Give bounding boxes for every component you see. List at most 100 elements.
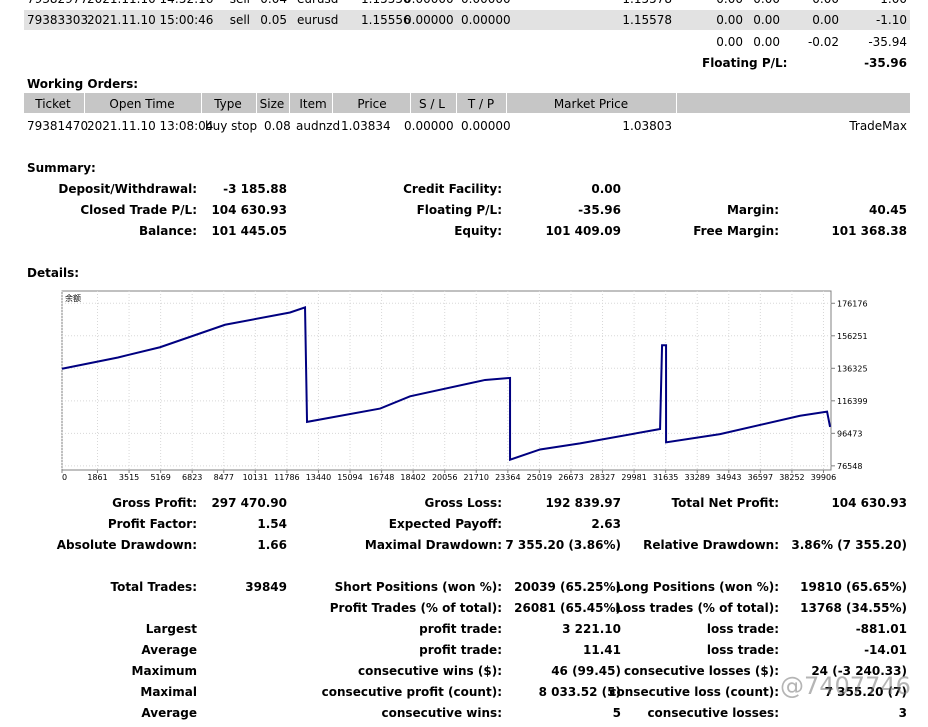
summary-cell: 101 445.05 bbox=[211, 224, 287, 238]
summary-cell: Floating P/L: bbox=[416, 203, 502, 217]
total-cell: 0.00 bbox=[716, 35, 743, 49]
stat-cell: Profit Trades (% of total): bbox=[329, 601, 502, 615]
summary-cell: 101 368.38 bbox=[831, 224, 907, 238]
column-header: S / L bbox=[419, 97, 445, 111]
stat-cell: Average bbox=[141, 706, 197, 720]
y-tick-label: 76548 bbox=[837, 462, 862, 471]
stat-cell: consecutive wins ($): bbox=[357, 664, 502, 678]
header-bar bbox=[24, 93, 910, 113]
stat-cell: loss trade: bbox=[706, 643, 779, 657]
order-cell: TradeMax bbox=[849, 119, 907, 133]
total-cell: 0.00 bbox=[753, 35, 780, 49]
stat-cell: consecutive profit (count): bbox=[321, 685, 502, 699]
stat-cell: 104 630.93 bbox=[831, 496, 907, 510]
stat-cell: Absolute Drawdown: bbox=[56, 538, 197, 552]
x-tick-label: 38252 bbox=[779, 473, 804, 482]
position-cell: sell bbox=[229, 13, 250, 27]
position-cell: eurusd bbox=[297, 13, 339, 27]
watermark: @7407746 bbox=[780, 672, 911, 700]
x-tick-label: 1861 bbox=[87, 473, 107, 482]
position-cell: 1.15578 bbox=[622, 0, 672, 6]
stat-cell: 20039 (65.25%) bbox=[514, 580, 621, 594]
summary-cell: Equity: bbox=[454, 224, 502, 238]
stat-cell: Short Positions (won %): bbox=[334, 580, 502, 594]
stat-cell: 13768 (34.55%) bbox=[800, 601, 907, 615]
order-cell: 0.08 bbox=[264, 119, 291, 133]
y-tick-label: 116399 bbox=[837, 397, 868, 406]
section-title: Details: bbox=[27, 266, 80, 280]
stat-cell: 8 033.52 (5) bbox=[538, 685, 621, 699]
header-separator bbox=[456, 93, 457, 113]
summary-cell: -35.96 bbox=[578, 203, 621, 217]
position-cell: 0.00000 bbox=[461, 0, 511, 6]
stat-cell: Maximum bbox=[131, 664, 197, 678]
stat-cell: 192 839.97 bbox=[545, 496, 621, 510]
stat-cell: 1.66 bbox=[257, 538, 287, 552]
header-separator bbox=[506, 93, 507, 113]
total-cell: -0.02 bbox=[807, 35, 839, 49]
x-tick-label: 23364 bbox=[495, 473, 520, 482]
position-cell: 79383303 bbox=[27, 13, 89, 27]
column-header: T / P bbox=[467, 97, 495, 111]
order-cell: 2021.11.10 13:08:04 bbox=[87, 119, 214, 133]
stat-cell: Average bbox=[141, 643, 197, 657]
plot-frame bbox=[61, 290, 832, 471]
x-tick-label: 29981 bbox=[621, 473, 646, 482]
y-tick-label: 156251 bbox=[837, 332, 868, 341]
position-cell: 0.00000 bbox=[404, 13, 454, 27]
summary-cell: 101 409.09 bbox=[545, 224, 621, 238]
x-tick-label: 21710 bbox=[464, 473, 489, 482]
stat-cell: consecutive losses ($): bbox=[623, 664, 779, 678]
floating-label: Floating P/L: bbox=[702, 56, 788, 70]
stat-cell: 24 (-3 240.33) bbox=[811, 664, 907, 678]
header-separator bbox=[289, 93, 290, 113]
stat-cell: Loss trades (% of total): bbox=[615, 601, 779, 615]
floating-value: -35.96 bbox=[864, 56, 907, 70]
position-cell: 1.15550 bbox=[361, 0, 411, 6]
stat-cell: -881.01 bbox=[855, 622, 907, 636]
summary-cell: Margin: bbox=[726, 203, 779, 217]
stat-cell: 5 bbox=[612, 706, 621, 720]
summary-cell: Credit Facility: bbox=[403, 182, 502, 196]
stat-cell: 3.86% (7 355.20) bbox=[791, 538, 907, 552]
position-cell: 1.15556 bbox=[361, 13, 411, 27]
summary-cell: Balance: bbox=[138, 224, 197, 238]
x-tick-label: 26673 bbox=[558, 473, 583, 482]
x-tick-label: 3515 bbox=[119, 473, 139, 482]
column-header: Size bbox=[259, 97, 285, 111]
position-cell: 2021.11.10 15:00:46 bbox=[87, 13, 214, 27]
column-header: Price bbox=[357, 97, 387, 111]
position-cell: 0.00000 bbox=[404, 0, 454, 6]
stat-cell: 26081 (65.45%) bbox=[514, 601, 621, 615]
stat-cell: 11.41 bbox=[583, 643, 621, 657]
summary-cell: -3 185.88 bbox=[223, 182, 287, 196]
x-tick-label: 39906 bbox=[811, 473, 836, 482]
stat-cell: 1.54 bbox=[257, 517, 287, 531]
x-tick-label: 36597 bbox=[748, 473, 773, 482]
y-tick-label: 176176 bbox=[837, 299, 868, 308]
stat-cell: Total Trades: bbox=[110, 580, 197, 594]
header-separator bbox=[332, 93, 333, 113]
stat-cell: Relative Drawdown: bbox=[643, 538, 779, 552]
order-cell: buy stop bbox=[205, 119, 258, 133]
column-header: Open Time bbox=[109, 97, 175, 111]
stat-cell: profit trade: bbox=[419, 643, 502, 657]
summary-cell: 104 630.93 bbox=[211, 203, 287, 217]
header-separator bbox=[256, 93, 257, 113]
x-tick-label: 18402 bbox=[400, 473, 425, 482]
stat-cell: Maximal Drawdown: bbox=[364, 538, 502, 552]
column-header: Ticket bbox=[35, 97, 71, 111]
section-title: Summary: bbox=[27, 161, 96, 175]
summary-cell: Closed Trade P/L: bbox=[80, 203, 197, 217]
stat-cell: 3 221.10 bbox=[562, 622, 621, 636]
stat-cell: 39849 bbox=[245, 580, 287, 594]
order-cell: 0.00000 bbox=[461, 119, 511, 133]
position-cell: 0.05 bbox=[260, 13, 287, 27]
stat-cell: Gross Profit: bbox=[112, 496, 197, 510]
summary-cell: 0.00 bbox=[591, 182, 621, 196]
stat-cell: Gross Loss: bbox=[424, 496, 502, 510]
stat-cell: consecutive wins: bbox=[381, 706, 502, 720]
order-cell: audnzd bbox=[296, 119, 341, 133]
position-cell: eurusd bbox=[297, 0, 338, 6]
